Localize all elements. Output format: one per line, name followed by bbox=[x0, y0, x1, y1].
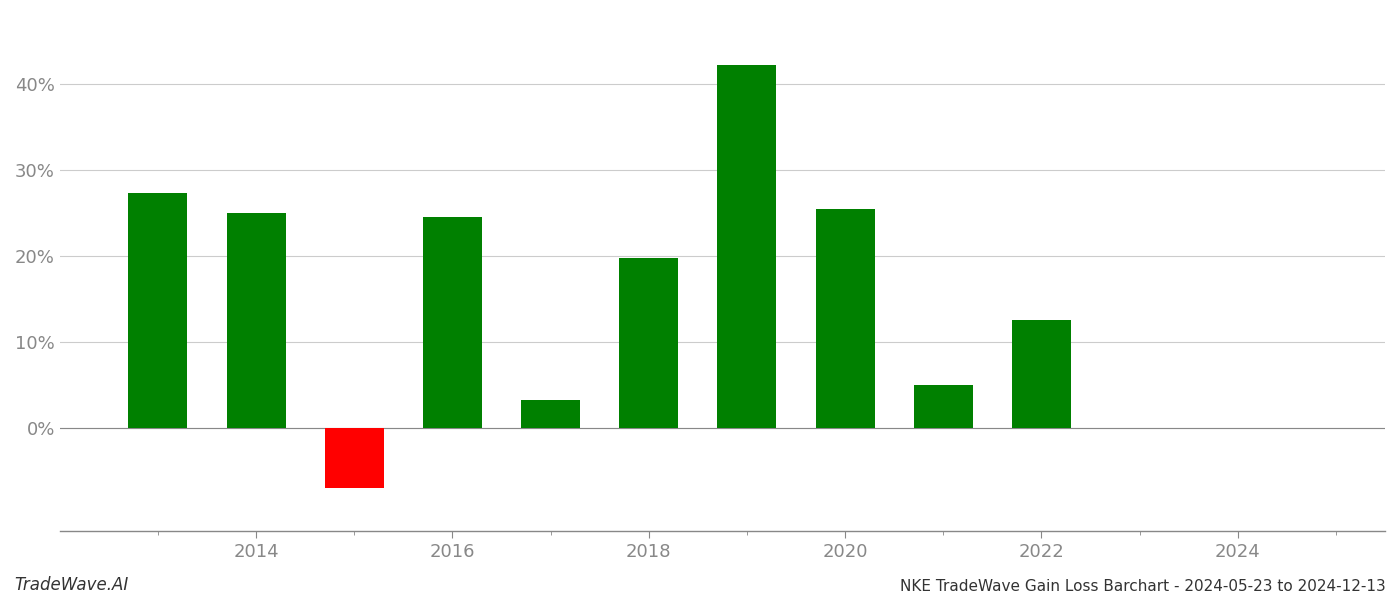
Bar bbox=[521, 400, 580, 428]
Bar bbox=[914, 385, 973, 428]
Bar bbox=[325, 428, 384, 488]
Bar bbox=[619, 259, 678, 428]
Bar bbox=[227, 213, 286, 428]
Bar bbox=[717, 65, 777, 428]
Bar bbox=[816, 209, 875, 428]
Bar bbox=[129, 193, 188, 428]
Bar bbox=[423, 217, 482, 428]
Text: TradeWave.AI: TradeWave.AI bbox=[14, 576, 129, 594]
Bar bbox=[1012, 320, 1071, 428]
Text: NKE TradeWave Gain Loss Barchart - 2024-05-23 to 2024-12-13: NKE TradeWave Gain Loss Barchart - 2024-… bbox=[900, 579, 1386, 594]
